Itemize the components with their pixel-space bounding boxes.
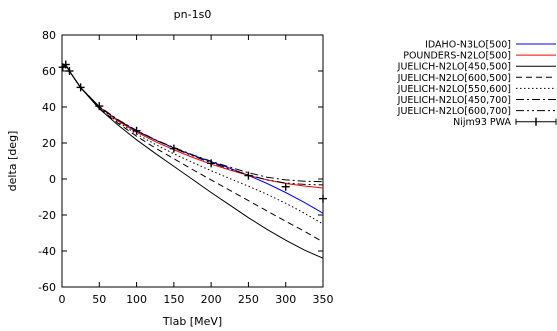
- legend-label-7: JUELICH-N2LO[600,700]: [397, 106, 511, 117]
- legend: IDAHO-N3LO[500]POUNDERS-N2LO[500]JUELICH…: [397, 40, 557, 128]
- data-point: [319, 194, 327, 203]
- data-point: [61, 60, 70, 69]
- y-tick-label: 0: [49, 173, 56, 186]
- data-point: [207, 159, 216, 168]
- y-tick-label: -20: [38, 209, 56, 222]
- x-tick-label: 200: [201, 293, 222, 306]
- legend-label-8: Nijm93 PWA: [453, 117, 511, 128]
- x-tick-label: 250: [238, 293, 259, 306]
- data-points-layer: [58, 60, 327, 203]
- y-tick-label: -60: [38, 281, 56, 294]
- data-point: [281, 182, 290, 191]
- series-line-4: [62, 63, 324, 243]
- data-point: [76, 83, 85, 92]
- y-tick-label: -40: [38, 245, 56, 258]
- x-tick-label: 100: [126, 293, 147, 306]
- data-point: [132, 126, 141, 135]
- x-tick-label: 50: [92, 293, 106, 306]
- plot-frame: [61, 34, 324, 288]
- y-tick-label: 60: [42, 65, 56, 78]
- legend-label-1: IDAHO-N3LO[500]: [425, 40, 511, 51]
- series-line-6: [62, 63, 324, 183]
- y-axis-label: delta [deg]: [6, 131, 19, 192]
- x-axis-label: Tlab [MeV]: [162, 315, 222, 328]
- legend-label-3: JUELICH-N2LO[450,500]: [397, 62, 511, 73]
- chart-title: pn-1s0: [174, 8, 212, 21]
- x-tick-label: 0: [59, 293, 66, 306]
- x-tick-label: 300: [275, 293, 296, 306]
- x-tick-label: 150: [163, 293, 184, 306]
- series-line-1: [62, 63, 324, 214]
- series-line-5: [62, 63, 324, 225]
- axis-ticks: 0 50 100 150 200 250 300 350 -60 -40 -20 0 20 40 60 80: [38, 29, 333, 306]
- legend-label-6: JUELICH-N2LO[450,700]: [397, 95, 511, 106]
- series-line-7: [62, 63, 324, 186]
- y-tick-label: 20: [42, 137, 56, 150]
- series-line-3: [62, 63, 324, 259]
- data-point: [65, 67, 74, 75]
- data-point: [169, 144, 178, 153]
- data-point: [95, 102, 104, 111]
- y-tick-label: 80: [42, 29, 56, 42]
- legend-label-4: JUELICH-N2LO[600,500]: [397, 73, 511, 84]
- series-layer: [62, 63, 324, 259]
- x-tick-label: 350: [313, 293, 334, 306]
- legend-label-2: POUNDERS-N2LO[500]: [403, 51, 511, 62]
- legend-label-5: JUELICH-N2LO[550,600]: [397, 84, 511, 95]
- y-tick-label: 40: [42, 101, 56, 114]
- data-point: [244, 171, 253, 180]
